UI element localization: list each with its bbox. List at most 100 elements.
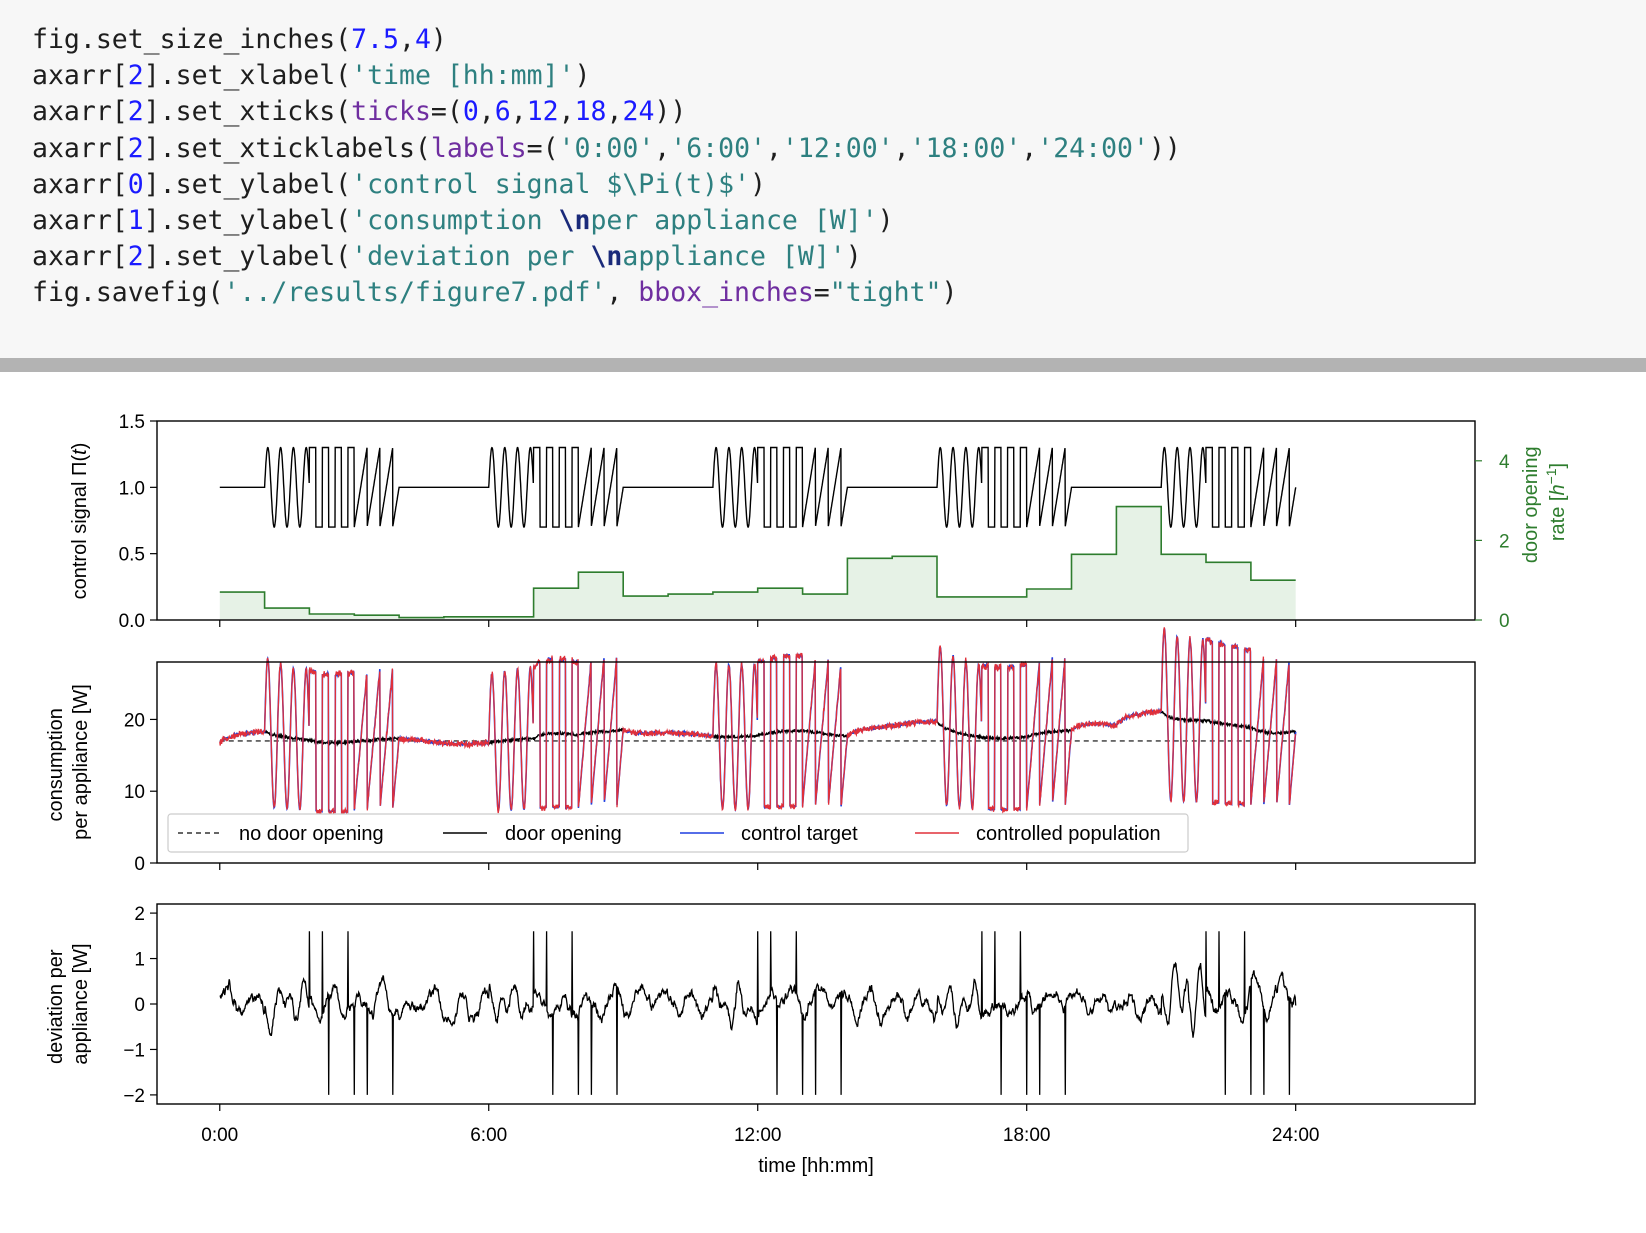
code-token: axarr[ (32, 60, 128, 92)
code-token: ) (877, 204, 894, 236)
x-tick-label: 24:00 (1272, 1125, 1320, 1146)
code-token: ].set_ylabel( (143, 241, 352, 273)
code-token: 4 (414, 24, 431, 55)
code-token: labels (430, 132, 527, 164)
code-token: 'deviation per (351, 241, 591, 273)
code-token: )) (1148, 132, 1181, 164)
code-token: , (398, 24, 415, 55)
code-token: axarr[ (32, 204, 128, 236)
y-tick-label: 2 (134, 904, 145, 925)
code-token: 2 (127, 96, 144, 128)
code-token: , (606, 277, 639, 309)
code-token: 2 (127, 60, 144, 92)
code-token: axarr[ (32, 168, 128, 200)
code-token: 6 (494, 96, 511, 128)
code-token: appliance [W]' (622, 241, 846, 273)
code-token: 2 (127, 241, 144, 273)
code-token: 12 (526, 96, 559, 128)
code-token: ) (941, 277, 958, 309)
code-token: axarr[ (32, 132, 128, 164)
code-token: '12:00' (781, 132, 894, 164)
code-token: 18 (574, 96, 607, 128)
code-token: per appliance [W]' (590, 204, 878, 236)
y2-tick-label: 4 (1499, 452, 1510, 473)
figure: 0.0 0.5 1.0 1.5 0 2 4 control signal Π(t) doo… (45, 412, 1569, 1177)
code-token: 'time [hh:mm]' (351, 60, 575, 92)
code-token: \n (590, 241, 623, 273)
code-token: axarr[ (32, 241, 128, 273)
control-signal-panel: 0.0 0.5 1.0 1.5 0 2 4 control signal Π(t) doo… (69, 412, 1569, 632)
code-token: '0:00' (558, 132, 655, 164)
secondary-y-axis-label: door opening rate [h−1] (1520, 441, 1569, 563)
code-token: '18:00' (909, 132, 1022, 164)
deviation-panel: −2 −1 0 1 2 0:00 6:00 12:00 18:00 24:00 deviatio… (45, 903, 1476, 1177)
code-token: fig.savefig( (32, 277, 224, 309)
code-token: fig.set_size_inches( (32, 24, 352, 55)
y-axis-label: consumption per appliance [W] (45, 684, 92, 840)
y-tick-label: 0.0 (119, 611, 145, 632)
code-cell[interactable]: fig.set_size_inches(7.5,4) axarr[2].set_x… (0, 0, 1646, 362)
code-line: axarr[2].set_ylabel('deviation per \napp… (32, 239, 1181, 275)
code-token: ].set_ylabel( (143, 204, 352, 236)
code-token: "tight" (829, 277, 942, 309)
output-area: 0.0 0.5 1.0 1.5 0 2 4 control signal Π(t) doo… (0, 372, 1646, 1233)
legend-label-control-target: control target (741, 823, 858, 845)
code-token: )) (654, 96, 687, 128)
controlled-population-line (219, 627, 1297, 816)
y-axis-label: control signal Π(t) (69, 443, 91, 600)
y-axis-label: deviation per appliance [W] (45, 943, 92, 1064)
y-tick-label: 1.5 (119, 412, 145, 433)
code-token: , (510, 96, 527, 128)
y-tick-label: 1 (134, 950, 145, 971)
code-token: '24:00' (1037, 132, 1149, 164)
code-token: 1 (127, 204, 144, 236)
y-tick-label: 0.5 (119, 545, 145, 566)
legend-label-door-opening: door opening (505, 823, 622, 845)
plot-frame (156, 661, 1476, 864)
code-line: fig.savefig('../results/figure7.pdf', bb… (32, 275, 1181, 311)
code-token: ].set_xticks( (143, 96, 352, 128)
x-tick-label: 18:00 (1003, 1125, 1051, 1146)
code-token: 2 (127, 132, 144, 164)
legend: no door opening door opening control tar… (167, 813, 1189, 853)
x-tick-label: 6:00 (470, 1125, 507, 1146)
y-tick-label: 0 (134, 854, 145, 875)
door-opening-rate-line (219, 505, 1296, 619)
code-token: , (1021, 132, 1038, 164)
code-token: ) (749, 168, 766, 200)
x-tick-label: 12:00 (734, 1125, 782, 1146)
code-token: ticks (351, 96, 431, 128)
code-token: 7.5 (351, 24, 399, 55)
code-line: axarr[0].set_ylabel('control signal $\Pi… (32, 167, 1181, 203)
code-token: , (765, 132, 782, 164)
code-editor[interactable]: fig.set_size_inches(7.5,4) axarr[2].set_x… (32, 22, 1181, 312)
code-token: , (893, 132, 910, 164)
code-token: '../results/figure7.pdf' (223, 277, 607, 309)
y-tick-label: 0 (134, 995, 145, 1016)
code-token: , (558, 96, 575, 128)
code-line: axarr[2].set_xticklabels(labels=('0:00',… (32, 131, 1181, 167)
code-line: axarr[2].set_xticks(ticks=(0,6,12,18,24)… (32, 94, 1181, 130)
code-token: ].set_xticklabels( (143, 132, 431, 164)
deviation-line (219, 931, 1297, 1095)
code-token: , (654, 132, 671, 164)
code-line: axarr[2].set_xlabel('time [hh:mm]') (32, 58, 1181, 94)
code-line: fig.set_size_inches(7.5,4) (32, 22, 1181, 58)
x-axis-label: time [hh:mm] (758, 1155, 874, 1177)
code-token: , (606, 96, 623, 128)
y2-tick-label: 2 (1499, 531, 1510, 552)
y-tick-label: 20 (124, 710, 145, 731)
door-opening-rate-fill (219, 506, 1296, 620)
legend-label-no-door-opening: no door opening (239, 823, 384, 845)
control-target-line (219, 628, 1297, 814)
code-token: axarr[ (32, 96, 128, 128)
code-token: \n (558, 204, 591, 236)
code-token: bbox_inches (638, 277, 814, 309)
code-token: 0 (462, 96, 479, 128)
code-token: 0 (127, 168, 144, 200)
code-token: =( (526, 132, 559, 164)
y-tick-label: 10 (124, 782, 145, 803)
x-tick-label: 0:00 (201, 1125, 238, 1146)
code-token: 24 (622, 96, 655, 128)
code-token: ].set_xlabel( (143, 60, 352, 92)
